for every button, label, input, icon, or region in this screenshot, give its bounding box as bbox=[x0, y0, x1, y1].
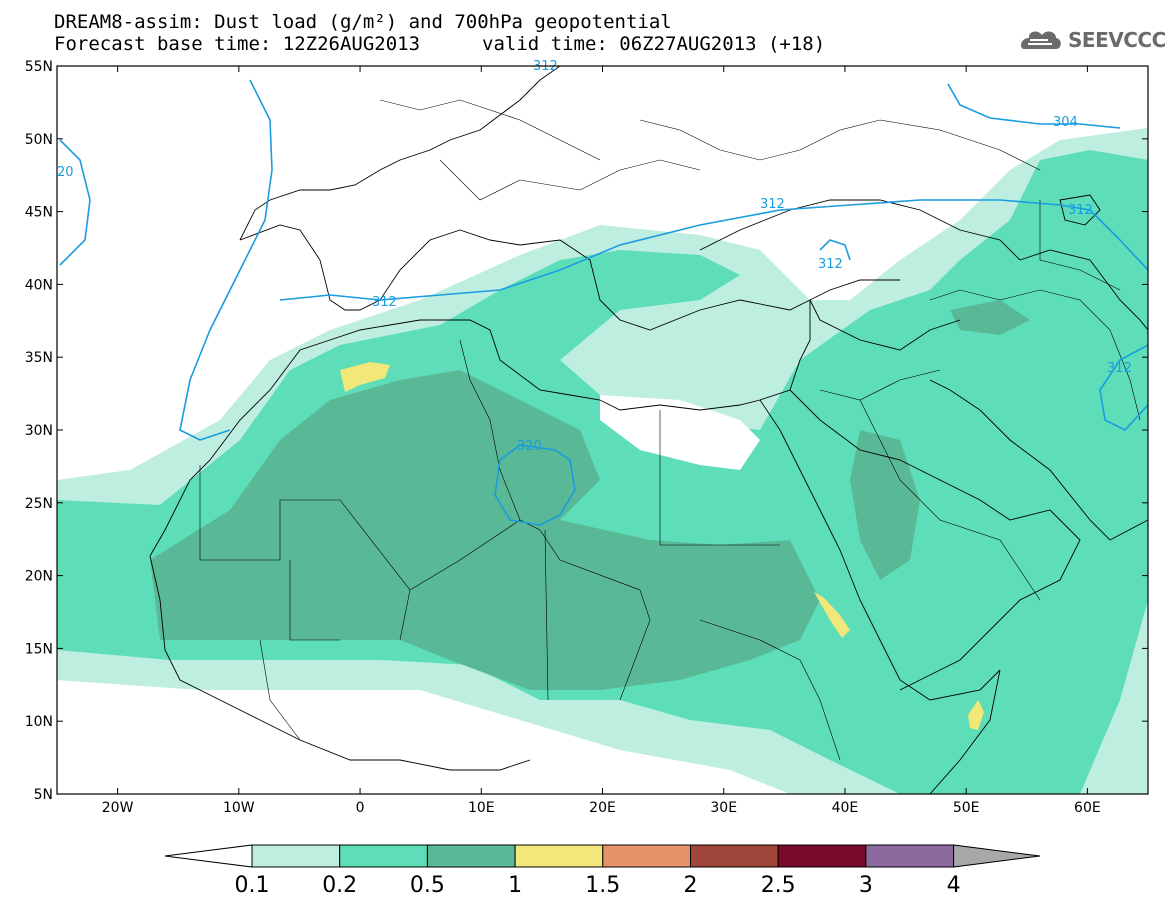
colorbar-swatch bbox=[865, 844, 955, 868]
colorbar-level-label: 3 bbox=[859, 873, 873, 898]
longitude-labels: 20W 10W 0 10E 20E 30E 40E 50E 60E bbox=[102, 800, 1101, 816]
colorbar-swatch bbox=[690, 844, 779, 868]
axis-ticks bbox=[57, 65, 1148, 795]
lat-tick-label: 40N bbox=[25, 277, 53, 293]
dust-shade-0.5-c bbox=[950, 300, 1030, 335]
geopotential-contours bbox=[59, 79, 1148, 526]
contour-label-312-c: 312 bbox=[760, 197, 785, 212]
lon-tick-label: 60E bbox=[1074, 800, 1101, 816]
lon-tick-label: 0 bbox=[356, 800, 365, 816]
colorbar: 0.1 0.2 0.5 1 1.5 2 2.5 3 4 bbox=[164, 844, 1041, 898]
lon-tick-label: 50E bbox=[953, 800, 980, 816]
seevccc-logo: SEEVCCC bbox=[1016, 26, 1165, 54]
colorbar-swatch bbox=[251, 844, 341, 868]
contour-label-312-f: 312 bbox=[1107, 361, 1132, 376]
colorbar-level-label: 2.5 bbox=[761, 873, 796, 898]
contour-label-312-d: 312 bbox=[818, 257, 843, 272]
colorbar-level-label: 0.2 bbox=[322, 873, 357, 898]
dust-clear-area bbox=[600, 395, 760, 470]
chart-title: DREAM8-assim: Dust load (g/m²) and 700hP… bbox=[54, 11, 672, 33]
colorbar-level-label: 4 bbox=[947, 873, 961, 898]
borders bbox=[199, 99, 1141, 761]
lon-tick-label: 30E bbox=[710, 800, 737, 816]
logo-text: SEEVCCC bbox=[1068, 28, 1165, 52]
dust-shade-0.5 bbox=[150, 370, 820, 690]
colorbar-level-label: 1.5 bbox=[585, 873, 620, 898]
colorbar-swatch bbox=[514, 844, 604, 868]
valid-time: valid time: 06Z27AUG2013 (+18) bbox=[482, 33, 826, 55]
map-body bbox=[57, 66, 1148, 794]
contour-label-320: 320 bbox=[517, 439, 542, 454]
lon-tick-label: 10E bbox=[468, 800, 495, 816]
colorbar-level-label: 0.1 bbox=[235, 873, 270, 898]
lat-tick-label: 45N bbox=[25, 205, 53, 221]
lon-tick-label: 40E bbox=[832, 800, 859, 816]
lat-tick-label: 35N bbox=[25, 350, 53, 366]
dust-shade-0.5-b bbox=[850, 430, 920, 580]
cloud-icon bbox=[1021, 31, 1061, 49]
dust-shade-1-atlas bbox=[340, 362, 390, 392]
contour-label-312-b: 312 bbox=[372, 295, 397, 310]
contour-label-304: 304 bbox=[1053, 115, 1078, 130]
lat-tick-label: 25N bbox=[25, 496, 53, 512]
coastlines bbox=[149, 66, 1148, 794]
latitude-labels: 5N 10N 15N 20N 25N 30N 35N 40N 45N 50N 55N bbox=[25, 59, 53, 803]
lon-tick-label: 20E bbox=[589, 800, 616, 816]
colorbar-level-label: 1 bbox=[508, 873, 522, 898]
lat-tick-label: 20N bbox=[25, 569, 53, 585]
lat-tick-label: 15N bbox=[25, 641, 53, 657]
colorbar-swatch bbox=[426, 844, 516, 868]
colorbar-level-label: 2 bbox=[684, 873, 698, 898]
lat-tick-label: 10N bbox=[25, 714, 53, 730]
lat-tick-label: 55N bbox=[25, 59, 53, 75]
colorbar-level-label: 0.5 bbox=[410, 873, 445, 898]
lon-tick-label: 10W bbox=[223, 800, 255, 816]
lon-tick-label: 20W bbox=[102, 800, 134, 816]
colorbar-swatch bbox=[777, 844, 867, 868]
colorbar-swatch bbox=[339, 844, 428, 868]
forecast-base-time: Forecast base time: 12Z26AUG2013 bbox=[54, 33, 421, 55]
colorbar-under-triangle bbox=[164, 844, 253, 868]
colorbar-swatch bbox=[602, 844, 691, 868]
contour-label-20: 20 bbox=[57, 165, 74, 180]
lat-tick-label: 5N bbox=[34, 787, 53, 803]
dust-shade-1-redsea bbox=[814, 592, 850, 638]
contour-label-312-e: 312 bbox=[1068, 203, 1093, 218]
lat-tick-label: 30N bbox=[25, 423, 53, 439]
dust-shade-1-somalia bbox=[968, 700, 984, 730]
colorbar-over-triangle bbox=[953, 844, 1041, 868]
lat-tick-label: 50N bbox=[25, 132, 53, 148]
